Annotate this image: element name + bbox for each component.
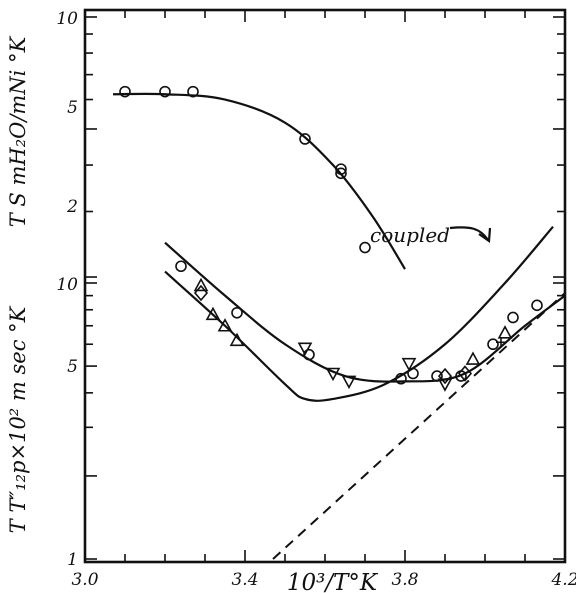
circle-marker [359, 241, 371, 254]
coupled-curve [164, 225, 554, 402]
y-tick-label: 1 [67, 550, 78, 570]
triangle-down-marker [437, 378, 453, 392]
x-tick-label: 3.4 [231, 570, 258, 590]
dashed-line [272, 292, 566, 560]
circle-marker [335, 163, 347, 175]
diamond-marker [457, 365, 473, 382]
x-tick-label: 4.2 [550, 570, 576, 590]
y-tick-label: 10 [56, 275, 78, 295]
plus-marker [496, 337, 506, 348]
circle-marker [487, 338, 499, 351]
upper-fit-curve [112, 92, 406, 270]
circle-marker [407, 367, 419, 380]
markers [119, 85, 543, 392]
triangle-down-marker [401, 357, 417, 372]
circle-marker [335, 167, 347, 180]
y-tick-label: 2 [66, 197, 78, 217]
y-tick-label: 10 [56, 9, 78, 29]
circle-marker [395, 372, 407, 385]
x-axis-ticks [84, 10, 566, 562]
triangle-up-marker [229, 332, 245, 347]
circle-marker [119, 85, 131, 98]
circle-marker [187, 85, 199, 98]
x-axis-label: 10³/T°K [287, 570, 379, 593]
y-axis-ticks [85, 16, 565, 560]
triangle-up-marker [205, 306, 221, 321]
y-axis-label-upper: T S mH₂O/mNi °K [6, 35, 30, 227]
plot-frame [83, 8, 567, 564]
circle-marker [303, 348, 315, 361]
y-axis-label-lower: T T″₁₂p×10² m sec °K [6, 305, 30, 533]
triangle-up-marker [217, 318, 233, 332]
y-tick-label: 5 [67, 357, 78, 377]
diamond-marker [193, 284, 209, 302]
lower-fit-curve [164, 241, 566, 383]
x-tick-label: 3.0 [71, 570, 98, 590]
coupled-annotation: coupled [370, 223, 450, 247]
x-tick-label: 3.8 [391, 570, 418, 590]
circle-marker [431, 370, 443, 382]
curves [112, 92, 566, 560]
circle-marker [507, 311, 519, 324]
circle-marker [159, 85, 171, 98]
triangle-up-marker [497, 325, 513, 339]
triangle-down-marker [325, 367, 341, 382]
y-tick-label: 5 [67, 98, 78, 118]
triangle-up-marker [465, 351, 481, 365]
annotation-arrowhead [478, 227, 492, 244]
triangle-down-marker [341, 375, 357, 390]
circle-marker [231, 306, 243, 319]
annotation-arrow [449, 226, 489, 241]
circle-marker [299, 133, 311, 145]
diamond-marker [437, 367, 453, 385]
circle-marker [531, 299, 543, 312]
circle-marker [175, 260, 187, 273]
triangle-up-marker [193, 277, 209, 292]
triangle-down-marker [297, 342, 313, 356]
